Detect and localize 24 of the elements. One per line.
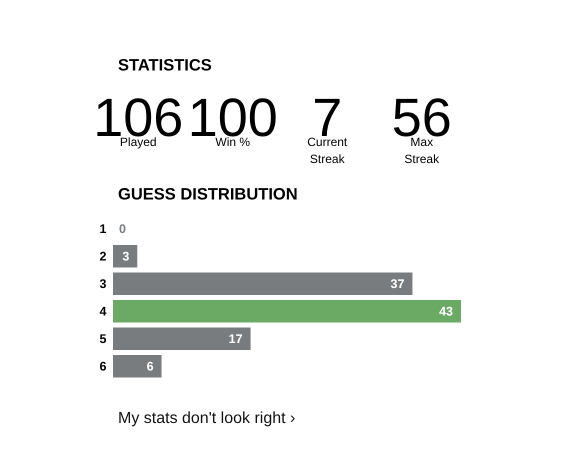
data-label: 3 bbox=[122, 249, 130, 264]
category-label: Win % bbox=[215, 135, 250, 149]
data-label: 6 bbox=[146, 359, 154, 374]
y-tick-label: 6 bbox=[100, 359, 107, 374]
category-label: Current Streak bbox=[307, 135, 348, 166]
bar bbox=[113, 272, 412, 296]
bar bbox=[113, 244, 138, 268]
data-label: 43 bbox=[439, 304, 454, 318]
chart-title: GUESS DISTRIBUTION bbox=[118, 186, 298, 204]
data-label: 17 bbox=[228, 332, 243, 346]
data-label: 37 bbox=[390, 276, 404, 291]
text: STATISTICS bbox=[118, 56, 212, 74]
y-tick-label: 2 bbox=[100, 249, 107, 264]
bar bbox=[113, 354, 162, 378]
y-tick-label: 3 bbox=[100, 276, 107, 291]
text: My stats don't look right › bbox=[118, 410, 296, 427]
y-tick-label: 5 bbox=[100, 332, 107, 346]
bar bbox=[113, 327, 251, 350]
y-tick-label: 4 bbox=[100, 304, 107, 318]
category-label: Played bbox=[120, 135, 157, 149]
y-tick-label: 1 bbox=[100, 222, 107, 236]
category-label: Max Streak bbox=[404, 135, 440, 166]
data-label: 0 bbox=[119, 222, 126, 236]
bar bbox=[113, 300, 461, 323]
